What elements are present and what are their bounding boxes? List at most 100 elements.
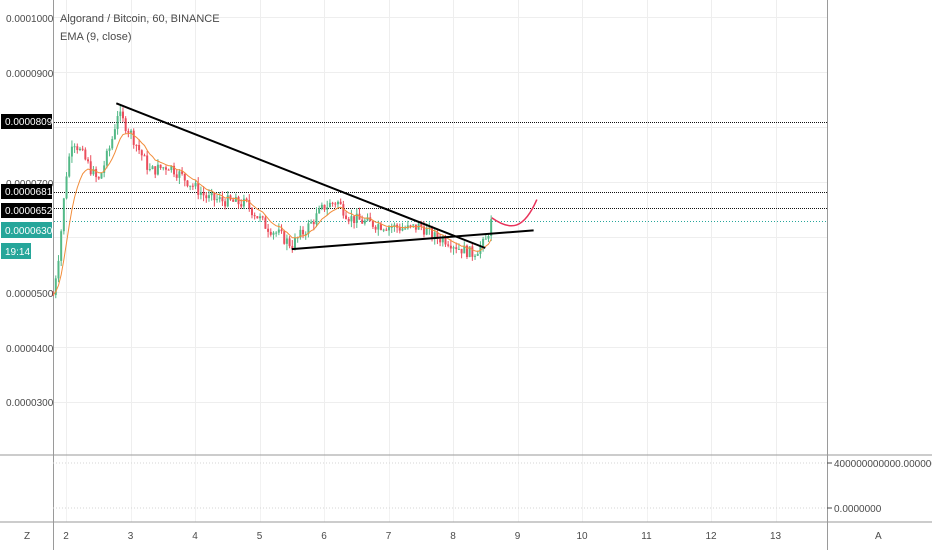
- candle[interactable]: [465, 244, 468, 259]
- candle[interactable]: [398, 223, 401, 234]
- candle[interactable]: [119, 105, 122, 122]
- candle[interactable]: [299, 225, 302, 240]
- candle[interactable]: [366, 213, 369, 222]
- chart-legend[interactable]: Algorand / Bitcoin, 60, BINANCE EMA (9, …: [60, 13, 220, 43]
- candle[interactable]: [334, 201, 337, 208]
- candle[interactable]: [234, 193, 237, 202]
- candle[interactable]: [113, 124, 116, 140]
- time-scale[interactable]: 2 3 4 5 6 7 8 9 10 11 12 13: [63, 531, 781, 542]
- candle[interactable]: [186, 180, 189, 188]
- candle[interactable]: [175, 169, 178, 181]
- candle[interactable]: [342, 200, 345, 219]
- candle[interactable]: [275, 231, 278, 237]
- candle[interactable]: [393, 222, 396, 232]
- candle[interactable]: [382, 228, 385, 233]
- candle[interactable]: [202, 186, 205, 202]
- candle[interactable]: [285, 234, 288, 251]
- candle[interactable]: [490, 215, 493, 242]
- candle[interactable]: [369, 212, 372, 222]
- indicator-title[interactable]: EMA (9, close): [60, 31, 132, 43]
- candle[interactable]: [463, 241, 466, 254]
- candle[interactable]: [261, 215, 264, 221]
- horizontal-levels[interactable]: [54, 122, 827, 222]
- candle[interactable]: [221, 191, 224, 207]
- candle[interactable]: [449, 239, 452, 253]
- candle[interactable]: [414, 224, 417, 233]
- candle[interactable]: [318, 205, 321, 214]
- candle[interactable]: [73, 143, 76, 153]
- candle[interactable]: [396, 223, 399, 233]
- level-tag-3[interactable]: 0.0000652: [1, 203, 53, 218]
- candle[interactable]: [95, 166, 98, 183]
- candle[interactable]: [197, 177, 200, 200]
- candle[interactable]: [328, 199, 331, 208]
- candle[interactable]: [474, 254, 477, 260]
- candle[interactable]: [293, 233, 296, 251]
- candle[interactable]: [248, 194, 251, 212]
- candle[interactable]: [307, 219, 310, 238]
- candle[interactable]: [361, 215, 364, 224]
- candle[interactable]: [89, 155, 92, 176]
- candle[interactable]: [100, 172, 103, 179]
- candle[interactable]: [264, 214, 267, 229]
- candle[interactable]: [103, 160, 106, 178]
- candle[interactable]: [283, 229, 286, 245]
- candle[interactable]: [108, 145, 111, 157]
- candle[interactable]: [379, 221, 382, 231]
- candle[interactable]: [76, 143, 79, 154]
- candle[interactable]: [148, 163, 151, 172]
- level-tag-2[interactable]: 0.0000681: [1, 184, 53, 199]
- candle[interactable]: [277, 223, 280, 236]
- candle[interactable]: [291, 240, 294, 253]
- candle[interactable]: [371, 220, 374, 230]
- candle[interactable]: [288, 236, 291, 249]
- candle[interactable]: [353, 216, 356, 229]
- trendline-drawings[interactable]: [115, 102, 538, 251]
- candle[interactable]: [460, 248, 463, 259]
- candle[interactable]: [97, 176, 100, 181]
- candle[interactable]: [87, 157, 90, 164]
- candle[interactable]: [156, 159, 159, 176]
- candle[interactable]: [70, 140, 73, 163]
- symbol-title[interactable]: Algorand / Bitcoin, 60, BINANCE: [60, 13, 220, 25]
- candle[interactable]: [84, 147, 87, 161]
- candle[interactable]: [199, 186, 202, 200]
- candle[interactable]: [253, 212, 256, 220]
- candle[interactable]: [390, 223, 393, 234]
- candle[interactable]: [205, 192, 208, 203]
- candle[interactable]: [312, 219, 315, 231]
- candle[interactable]: [242, 194, 245, 210]
- candle[interactable]: [60, 229, 63, 267]
- candle[interactable]: [331, 201, 334, 207]
- candle[interactable]: [81, 145, 84, 152]
- candle[interactable]: [173, 162, 176, 178]
- candle[interactable]: [347, 216, 350, 225]
- candle[interactable]: [170, 165, 173, 173]
- candle[interactable]: [358, 207, 361, 220]
- candle[interactable]: [355, 208, 358, 228]
- candle[interactable]: [183, 173, 186, 187]
- candle[interactable]: [256, 216, 259, 219]
- candle[interactable]: [218, 191, 221, 203]
- candle[interactable]: [135, 144, 138, 152]
- candle[interactable]: [191, 183, 194, 190]
- candle[interactable]: [140, 149, 143, 161]
- descending-resistance-trendline[interactable]: [115, 102, 486, 249]
- candle[interactable]: [181, 167, 184, 176]
- candle[interactable]: [320, 202, 323, 211]
- candle[interactable]: [336, 200, 339, 209]
- ema-line[interactable]: [52, 132, 492, 296]
- candle[interactable]: [323, 204, 326, 212]
- candle[interactable]: [105, 148, 108, 169]
- candle[interactable]: [127, 128, 130, 138]
- candle[interactable]: [116, 110, 119, 135]
- candle[interactable]: [310, 219, 313, 224]
- candle[interactable]: [143, 153, 146, 157]
- candle[interactable]: [406, 220, 409, 230]
- candle[interactable]: [164, 165, 167, 175]
- candle[interactable]: [92, 165, 95, 176]
- candle[interactable]: [447, 241, 450, 248]
- candle[interactable]: [339, 198, 342, 205]
- candlestick-series[interactable]: [52, 105, 493, 299]
